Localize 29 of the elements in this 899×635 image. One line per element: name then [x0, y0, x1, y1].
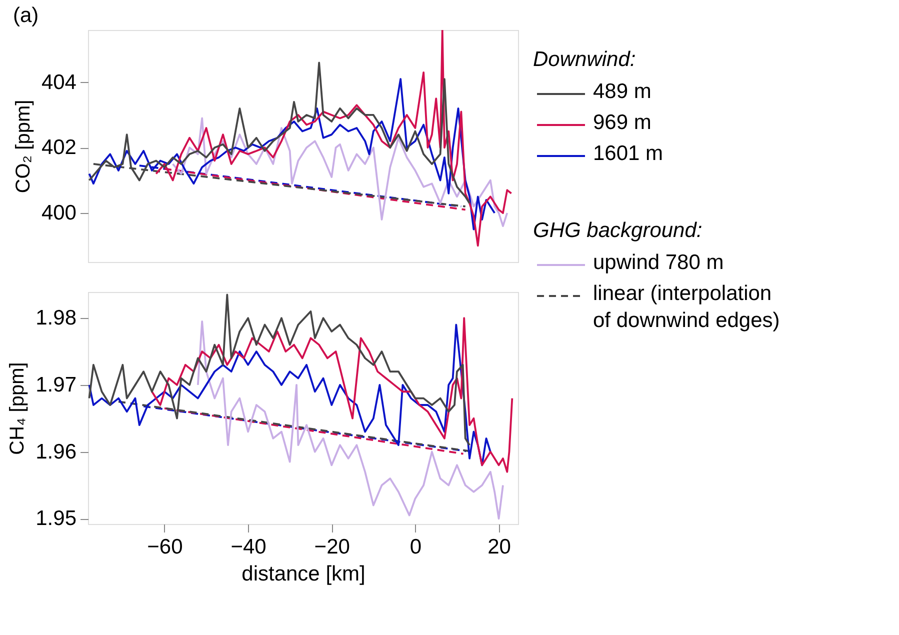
x-tick-label: −40	[230, 536, 266, 558]
line-series	[150, 317, 514, 473]
line-series	[196, 320, 504, 520]
text: GHG background:	[533, 219, 702, 242]
legend-label: linear (interpolation of downwind edges)	[593, 282, 780, 332]
y-tick-label: 1.96	[36, 440, 76, 464]
y-axis-title: CO₂ [ppm]	[12, 100, 34, 194]
x-tick-label: 20	[488, 536, 511, 558]
y-tick-label: 1.98	[36, 306, 76, 330]
y-tick-label: 1.97	[36, 373, 76, 396]
x-axis-title: distance [km]	[242, 562, 366, 586]
y-tick-label: 404	[41, 70, 77, 94]
legend-title: Downwind:	[533, 48, 636, 71]
y-tick-label: 1.95	[36, 507, 76, 530]
x-tick-label: 0	[410, 536, 422, 558]
x-tick-label: −20	[314, 536, 350, 558]
y-tick-label: 402	[41, 136, 76, 160]
line-series	[88, 62, 470, 204]
x-tick-label: −60	[147, 536, 183, 558]
line-series	[172, 117, 508, 228]
legend-label: 489 m	[593, 80, 652, 103]
legend-label: 1601 m	[593, 142, 664, 165]
line-series	[155, 30, 512, 247]
legend-label: 969 m	[593, 111, 652, 134]
line-series	[88, 78, 496, 230]
chart-title: (a)	[12, 4, 39, 27]
y-tick-label: 400	[41, 201, 76, 224]
legend-label: upwind 780 m	[593, 251, 724, 274]
y-axis-title: CH₄ [ppm]	[6, 362, 29, 455]
